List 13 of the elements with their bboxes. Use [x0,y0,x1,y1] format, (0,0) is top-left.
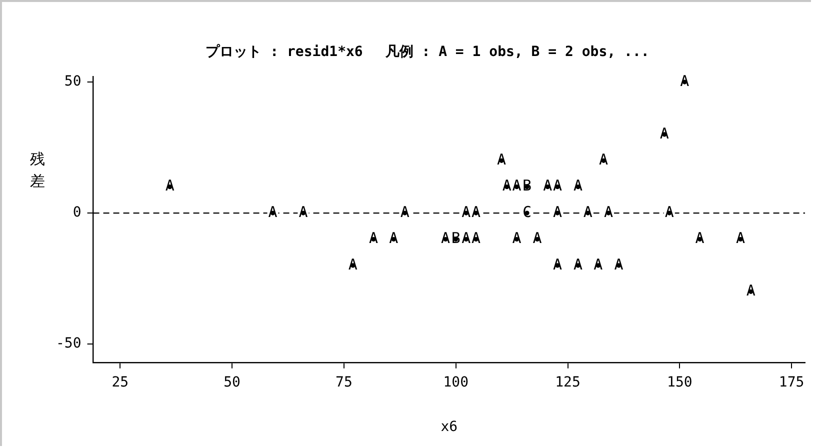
x-tick-label: 50 [224,374,240,390]
y-tick-label: -50 [56,336,82,352]
x-tick-label: 175 [778,374,804,390]
y-tick-label: 50 [64,74,82,90]
x-tick-label: 25 [112,374,129,390]
x-tick-label: 75 [336,374,352,390]
y-tick-label: 0 [72,204,82,221]
x-axis-title: x6 [440,419,458,436]
x-tick-label: 125 [555,374,580,390]
x-tick-label: 100 [443,374,469,390]
chart-title: プロット : resid1*x6 凡例 : A = 1 obs, B = 2 obs, ... [206,43,650,60]
x-tick-label: 150 [667,374,692,390]
y-axis-title: 残差 [30,149,45,192]
